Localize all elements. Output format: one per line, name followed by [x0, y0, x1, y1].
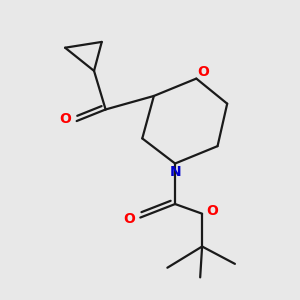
Text: O: O: [124, 212, 136, 226]
Text: O: O: [206, 204, 218, 218]
Text: O: O: [197, 64, 209, 79]
Text: O: O: [59, 112, 71, 126]
Text: N: N: [169, 165, 181, 179]
